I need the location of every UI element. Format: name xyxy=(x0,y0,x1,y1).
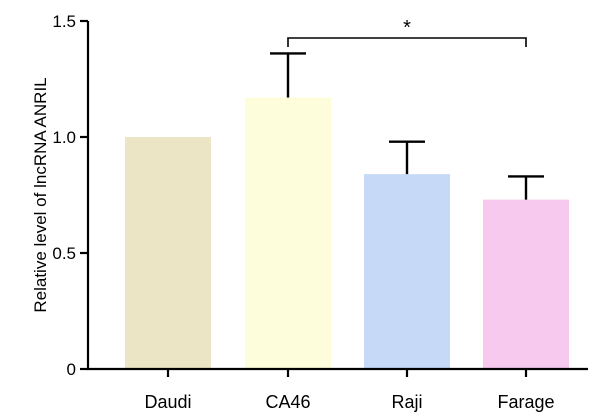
y-tick-label: 1.0 xyxy=(52,128,76,147)
error-bars-group xyxy=(270,52,544,200)
bars-group xyxy=(125,97,569,369)
x-tick-label-ca46: CA46 xyxy=(265,392,310,412)
y-tick-label: 0 xyxy=(67,360,76,379)
x-axis-ticks: Daudi CA46 Raji Farage xyxy=(144,369,555,412)
bar-daudi xyxy=(125,137,211,369)
bar-ca46 xyxy=(245,97,331,369)
x-tick-label-daudi: Daudi xyxy=(144,392,191,412)
x-tick-label-farage: Farage xyxy=(497,392,554,412)
significance-bracket: * xyxy=(287,17,527,47)
bar-raji xyxy=(364,174,450,369)
bar-farage xyxy=(483,199,569,369)
y-tick-label: 1.5 xyxy=(52,12,76,31)
significance-line xyxy=(287,37,527,47)
y-tick-label: 0.5 xyxy=(52,244,76,263)
x-tick-label-raji: Raji xyxy=(391,392,422,412)
y-axis-ticks: 0 0.5 1.0 1.5 xyxy=(52,12,88,379)
y-axis-title: Relative level of lncRNA ANRIL xyxy=(31,77,50,312)
significance-marker: * xyxy=(403,17,411,39)
